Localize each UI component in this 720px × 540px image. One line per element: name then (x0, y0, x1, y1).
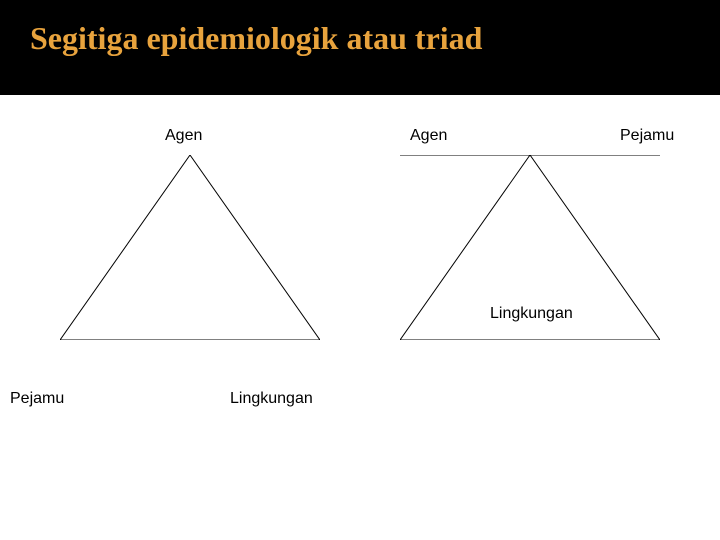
left-triangle-left-label: Pejamu (10, 390, 64, 408)
right-triangle-topright-label: Pejamu (620, 127, 674, 145)
left-triangle-right-label: Lingkungan (230, 390, 313, 408)
left-triangle-top-label: Agen (165, 127, 202, 145)
slide-header: Segitiga epidemiologik atau triad (0, 0, 720, 95)
right-triangle-topleft-label: Agen (410, 127, 447, 145)
right-triangle-bottom-label: Lingkungan (490, 305, 573, 323)
slide-content: Agen Pejamu Lingkungan Agen Pejamu Lingk… (0, 95, 720, 540)
slide-title: Segitiga epidemiologik atau triad (30, 20, 690, 57)
left-triangle (60, 155, 320, 340)
